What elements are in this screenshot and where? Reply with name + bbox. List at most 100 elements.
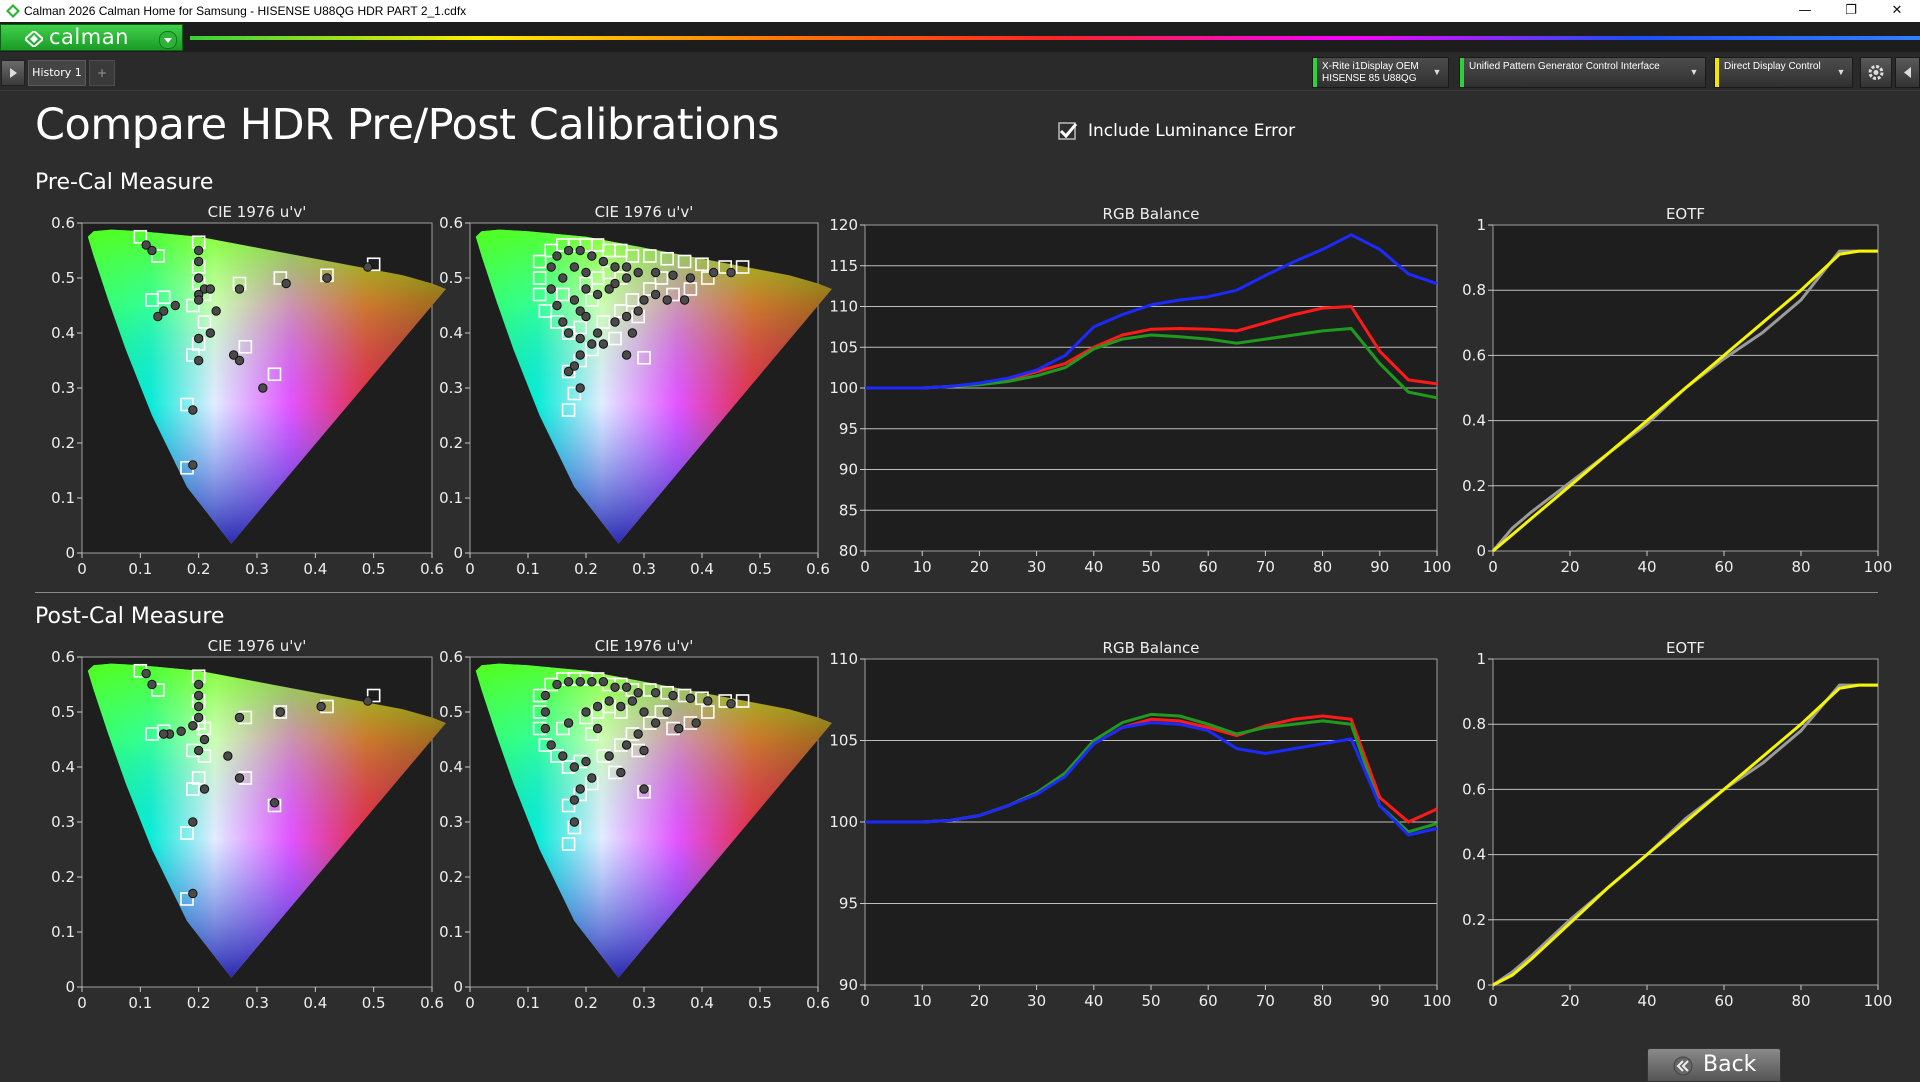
include-luminance-checkbox[interactable] (1058, 121, 1078, 141)
y-tick-label: 0.6 (1462, 346, 1486, 364)
y-tick-label: 0.2 (439, 434, 463, 452)
add-tab-button[interactable]: + (89, 60, 115, 86)
y-tick-label: 90 (839, 461, 858, 479)
display-status-indicator (1715, 58, 1719, 87)
pre-cie-1-chart: CIE 1976 u'v' 0 0.1 0.2 0.3 0.4 0.5 0.6 0 0.1 0.2 0… (51, 203, 446, 578)
x-tick-label: 0 (465, 994, 475, 1012)
x-tick-label: 30 (1027, 992, 1046, 1010)
x-tick-label: 0.3 (632, 560, 656, 578)
measured-point (193, 679, 204, 690)
calman-app-icon (6, 4, 20, 18)
x-tick-label: 0.3 (632, 994, 656, 1012)
brand-rainbow-divider (190, 36, 1920, 40)
measured-point (726, 267, 736, 278)
y-tick-label: 0.5 (439, 703, 463, 721)
back-button-label: Back (1703, 1052, 1757, 1077)
x-tick-label: 0 (77, 994, 87, 1012)
meter-selector[interactable]: X-Rite i1Display OEM HISENSE 85 U88QG ▼ (1312, 57, 1449, 88)
target-marker (186, 782, 200, 796)
measured-point (592, 289, 603, 300)
target-marker (555, 721, 570, 736)
y-tick-label: 0.3 (439, 379, 463, 397)
measured-point (363, 696, 373, 706)
generator-name: Unified Pattern Generator Control Interf… (1469, 61, 1660, 72)
x-tick-label: 0.2 (574, 560, 598, 578)
measured-point (193, 245, 204, 256)
series-line-2 (865, 233, 1438, 390)
x-tick-label: 50 (1141, 992, 1160, 1010)
measured-point (592, 328, 603, 338)
target-marker (642, 282, 657, 296)
x-tick-label: 0.4 (303, 994, 327, 1012)
x-tick-label: 30 (1027, 558, 1046, 576)
measured-point (193, 701, 204, 712)
measured-point (176, 726, 186, 736)
measured-point (281, 278, 291, 289)
target-marker (660, 251, 675, 266)
measured-point (569, 817, 580, 827)
chart-title: CIE 1976 u'v' (208, 637, 307, 655)
workflow-nav-button[interactable] (1, 60, 25, 86)
x-tick-label: 0.6 (806, 560, 830, 578)
target-marker (637, 350, 651, 365)
measured-point (563, 328, 574, 338)
display-control-selector[interactable]: Direct Display Control ▼ (1714, 57, 1853, 88)
y-tick-label: 0.2 (1462, 911, 1486, 929)
calman-logo-button[interactable]: calman (0, 24, 183, 51)
y-tick-label: 110 (829, 650, 858, 668)
logo-dropdown-icon[interactable] (159, 31, 177, 49)
x-tick-label: 100 (1423, 558, 1452, 576)
measured-point (668, 270, 678, 280)
measured-point (546, 740, 556, 750)
measured-point (575, 333, 585, 344)
series-line-1 (1492, 683, 1878, 987)
meter-display: HISENSE 85 U88QG (1322, 73, 1417, 84)
measured-point (633, 306, 643, 316)
target-marker (267, 367, 282, 382)
x-tick-label: 100 (1864, 558, 1893, 576)
collapse-panel-button[interactable] (1895, 57, 1920, 88)
measured-point (563, 245, 574, 256)
x-tick-label: 0.2 (187, 560, 211, 578)
x-tick-label: 0.2 (187, 994, 211, 1012)
measured-point (569, 361, 580, 371)
target-marker (608, 331, 622, 346)
include-luminance-label[interactable]: Include Luminance Error (1088, 121, 1296, 141)
back-button[interactable]: Back (1647, 1048, 1781, 1082)
x-tick-label: 0 (1488, 992, 1498, 1010)
target-marker (625, 293, 640, 307)
measured-point (546, 284, 556, 294)
measured-point (621, 262, 632, 272)
chart-title: RGB Balance (1103, 205, 1200, 223)
x-tick-label: 40 (1084, 992, 1103, 1010)
maximize-button[interactable]: ❐ (1845, 3, 1857, 18)
x-tick-label: 0 (77, 560, 87, 578)
measured-point (610, 278, 620, 289)
settings-button[interactable] (1860, 57, 1892, 88)
y-tick-label: 0.1 (51, 923, 75, 941)
close-button[interactable]: ✕ (1891, 3, 1903, 18)
tab-history-1[interactable]: History 1 (28, 60, 86, 86)
minimize-button[interactable]: — (1798, 3, 1812, 18)
target-marker (596, 315, 611, 329)
measured-point (188, 460, 198, 470)
x-tick-label: 40 (1084, 558, 1103, 576)
y-tick-label: 0.3 (51, 813, 75, 831)
x-tick-label: 90 (1370, 992, 1389, 1010)
measured-point (639, 295, 649, 305)
measured-point (592, 701, 603, 712)
measured-point (540, 707, 551, 717)
x-tick-label: 80 (1313, 558, 1332, 576)
target-marker (625, 249, 640, 263)
y-tick-label: 0.4 (1462, 412, 1486, 430)
meter-name: X-Rite i1Display OEM (1322, 61, 1419, 72)
target-marker (532, 287, 547, 302)
measured-point (685, 273, 696, 283)
y-tick-label: 90 (839, 976, 858, 994)
measured-point (563, 677, 574, 687)
measured-point (205, 284, 216, 294)
pattern-generator-selector[interactable]: Unified Pattern Generator Control Interf… (1459, 57, 1706, 88)
measured-point (546, 262, 556, 272)
y-tick-label: 0.3 (439, 813, 463, 831)
measured-point (650, 718, 661, 728)
